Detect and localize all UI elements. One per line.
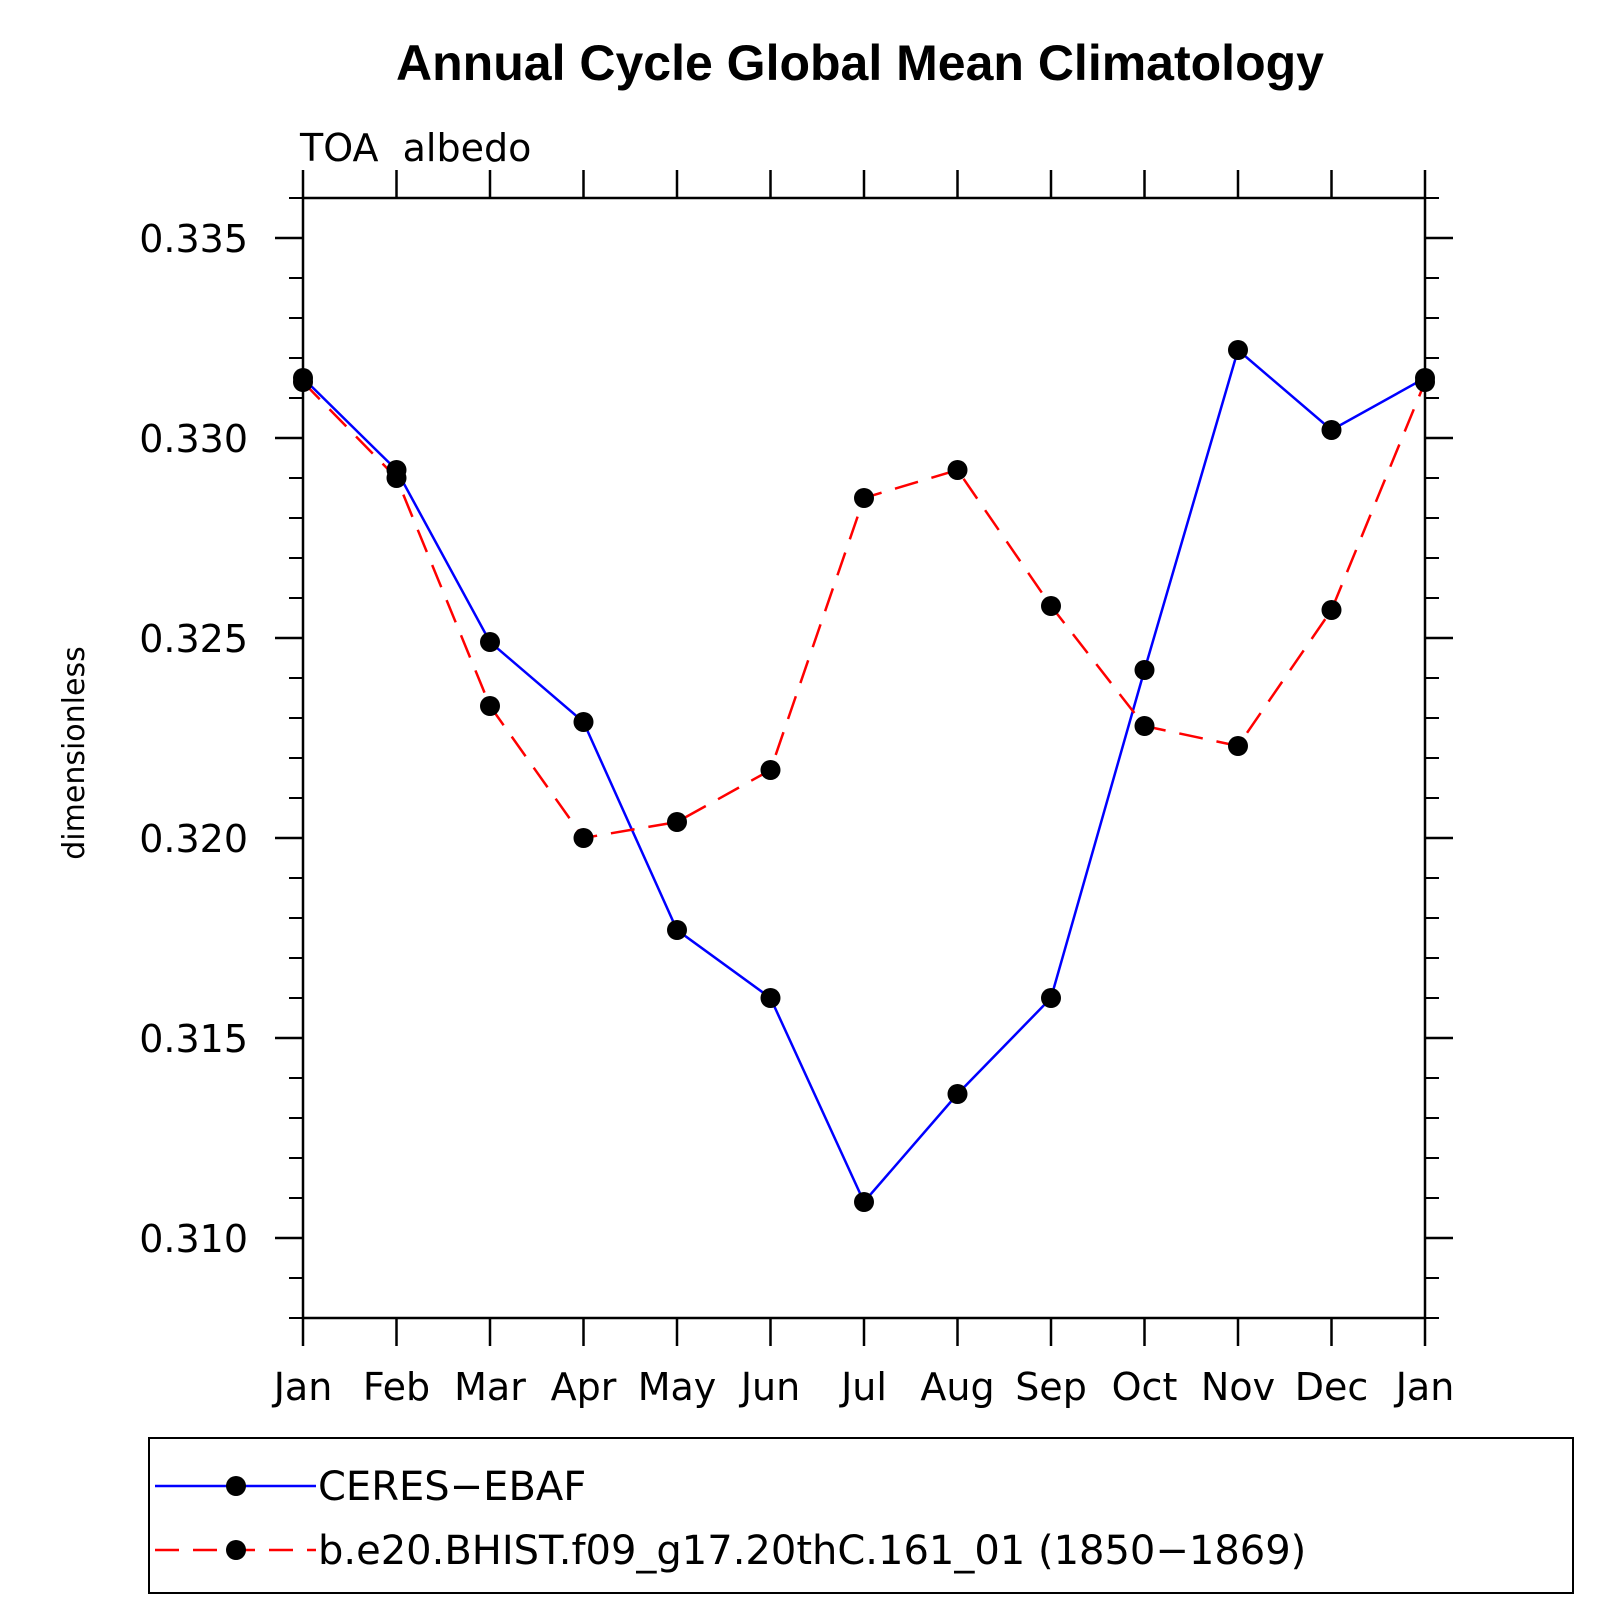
series-1-point [293,372,313,392]
x-tick-label: Dec [1295,1365,1369,1409]
series-0-point [480,632,500,652]
series-1-point [947,460,968,480]
chart-title: Annual Cycle Global Mean Climatology [396,35,1324,91]
legend-box [148,1437,1574,1594]
legend-label-model: b.e20.BHIST.f09_g17.20thC.161_01 (1850−1… [318,1528,1306,1574]
y-tick-label: 0.320 [139,817,248,861]
series-1-point [573,828,594,848]
y-tick-label: 0.330 [139,417,248,461]
x-tick-label: Nov [1201,1365,1275,1409]
y-tick-label: 0.310 [139,1217,248,1261]
series-1-point [1415,372,1435,392]
legend: CERES−EBAF b.e20.BHIST.f09_g17.20thC.161… [148,1437,1574,1594]
y-tick-labels: 0.310 0.315 0.320 0.325 0.330 0.335 [139,217,248,1261]
series-1-point [1134,716,1155,736]
series-1-point [1041,596,1061,616]
series-line-0 [302,347,1426,1205]
y-tick-label: 0.325 [139,617,248,661]
series-0-point [1228,340,1248,360]
x-tick-label: Jan [272,1365,333,1409]
x-tick-label: Mar [454,1365,526,1409]
series-1-point [1321,600,1342,620]
legend-marker-ceres [226,1476,246,1496]
plot-axes [275,170,1453,1346]
series-0-point [760,988,781,1008]
x-tick-label: Oct [1112,1365,1178,1409]
series-0-point [667,920,687,940]
y-tick-label: 0.335 [139,217,248,261]
series-1-point [667,812,687,832]
x-tick-label: Jan [1394,1365,1455,1409]
x-tick-label: Feb [363,1365,430,1409]
series-1-point [386,468,407,488]
x-tick-label: Sep [1015,1365,1087,1409]
legend-label-ceres: CERES−EBAF [318,1464,586,1510]
x-tick-label: Aug [920,1365,994,1409]
series-1-point [854,488,874,508]
y-axis-label: dimensionless [57,646,92,859]
series-1-point [1228,736,1248,756]
series-0-point [1321,420,1342,440]
series-0-point [573,712,594,732]
series-0-point [854,1192,874,1212]
y-tick-label: 0.315 [139,1017,248,1061]
x-tick-labels: Jan Feb Mar Apr May Jun Jul Aug Sep Oct Nov Dec Jan [272,1365,1455,1409]
series-0-point [947,1084,968,1104]
series-0-point [1134,660,1155,680]
series-0-point [1041,988,1061,1008]
x-tick-label: Jul [839,1365,887,1409]
series-1-point [480,696,500,716]
series-layer [293,340,1435,1212]
legend-marker-model [226,1540,246,1560]
x-tick-label: May [638,1365,717,1409]
x-tick-label: Apr [551,1365,617,1409]
x-tick-label: Jun [739,1365,800,1409]
chart-subtitle: TOA albedo [299,126,531,170]
series-1-point [760,760,781,780]
